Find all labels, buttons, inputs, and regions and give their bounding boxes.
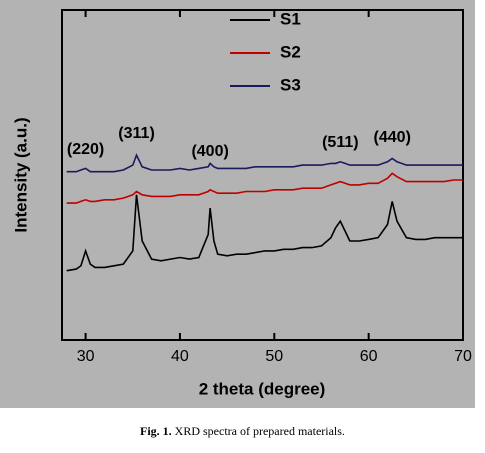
- peak-annotation: (511): [322, 134, 358, 151]
- peak-annotation: (440): [374, 129, 411, 146]
- legend-label: S1: [280, 9, 301, 28]
- plot-frame: [61, 9, 464, 341]
- legend-label: S2: [280, 42, 301, 61]
- caption: Fig. 1. XRD spectra of prepared material…: [140, 424, 345, 438]
- caption-text: XRD spectra of prepared materials.: [175, 424, 345, 438]
- legend-label: S3: [280, 75, 301, 94]
- peak-annotation: (400): [191, 143, 228, 160]
- x-tick-label: 30: [77, 348, 95, 365]
- peak-annotation: (311): [118, 125, 154, 142]
- caption-label: Fig. 1.: [140, 424, 172, 438]
- series-line: [66, 194, 463, 272]
- series-line: [66, 172, 463, 204]
- x-tick-label: 60: [360, 348, 378, 365]
- y-axis-label: Intensity (a.u.): [11, 117, 30, 232]
- x-tick-label: 70: [454, 348, 472, 365]
- series-line: [66, 153, 463, 173]
- x-axis-label: 2 theta (degree): [199, 379, 326, 398]
- x-tick-label: 50: [265, 348, 283, 365]
- x-tick-label: 40: [171, 348, 189, 365]
- figure-background: [0, 0, 475, 408]
- peak-annotation: (220): [67, 141, 104, 158]
